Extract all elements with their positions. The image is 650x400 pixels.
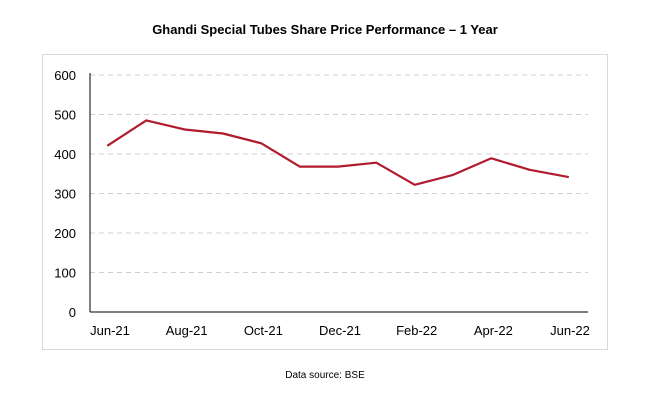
y-tick-label: 600	[54, 68, 76, 83]
chart-title: Ghandi Special Tubes Share Price Perform…	[152, 22, 498, 37]
x-tick-label: Jun-22	[550, 323, 590, 338]
y-tick-label: 300	[54, 187, 76, 202]
x-tick-label: Apr-22	[474, 323, 513, 338]
y-tick-label: 500	[54, 108, 76, 123]
y-tick-label: 200	[54, 226, 76, 241]
chart-frame	[42, 54, 608, 350]
data-source-note: Data source: BSE	[285, 370, 365, 381]
y-tick-label: 400	[54, 147, 76, 162]
x-tick-label: Oct-21	[244, 323, 283, 338]
x-tick-label: Feb-22	[396, 323, 437, 338]
x-tick-label: Jun-21	[90, 323, 130, 338]
series-line	[106, 119, 570, 186]
y-tick-label: 100	[54, 266, 76, 281]
x-tick-label: Dec-21	[319, 323, 361, 338]
x-tick-label: Aug-21	[166, 323, 208, 338]
y-tick-label: 0	[69, 305, 76, 320]
